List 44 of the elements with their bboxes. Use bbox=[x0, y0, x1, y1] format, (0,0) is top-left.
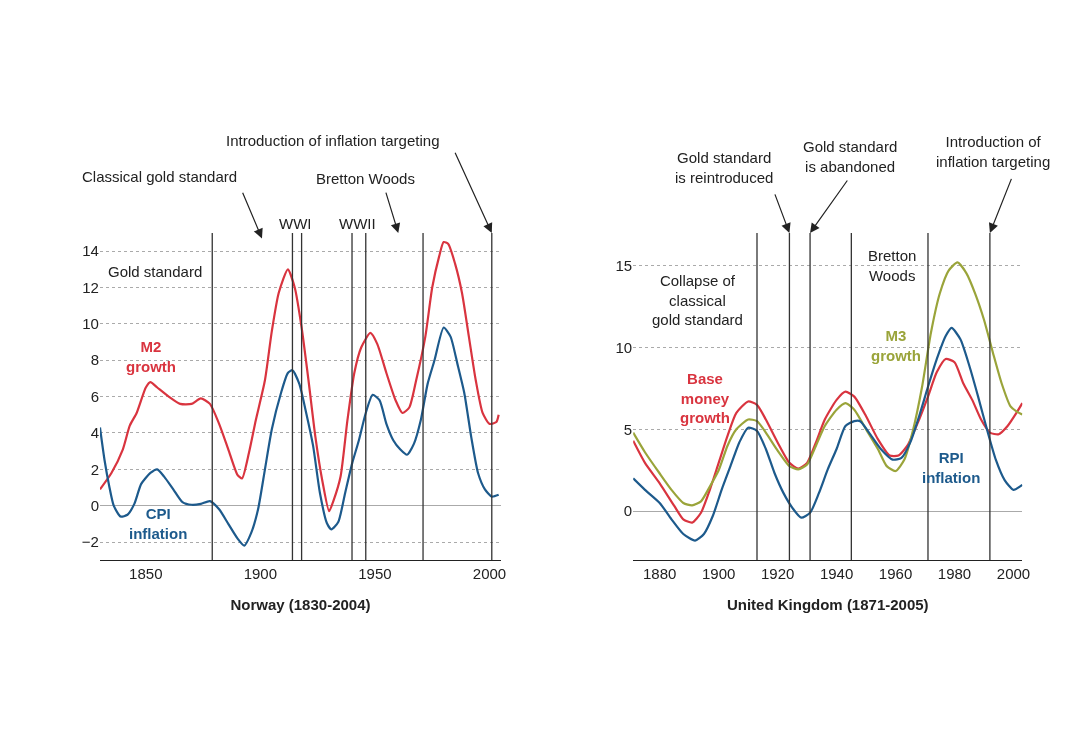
annotation: Bretton Woods bbox=[868, 247, 917, 284]
annotation: Gold standard is abandoned bbox=[803, 138, 898, 175]
x-tick-label: 1940 bbox=[819, 565, 854, 583]
x-axis-title: Norway (1830-2004) bbox=[230, 596, 371, 614]
annotation: Collapse of classical gold standard bbox=[652, 272, 743, 328]
x-tick-label: 1980 bbox=[937, 565, 972, 583]
series-label: M3 growth bbox=[871, 327, 921, 364]
x-tick-label: 2000 bbox=[996, 565, 1031, 583]
text: WWII bbox=[339, 215, 376, 232]
text: Classical gold standard bbox=[82, 168, 238, 185]
y-tick-label: 10 bbox=[82, 315, 99, 333]
line-series bbox=[633, 261, 1023, 507]
text: Bretton Woods bbox=[316, 170, 415, 187]
x-axis-title: United Kingdom (1871-2005) bbox=[726, 596, 929, 614]
series-label: M2 growth bbox=[126, 338, 176, 375]
y-tick-label: 4 bbox=[90, 424, 99, 442]
annotation: Introduction of inflation targeting bbox=[226, 132, 440, 149]
y-tick-label: 0 bbox=[90, 496, 99, 514]
series-label: CPI inflation bbox=[129, 505, 188, 542]
line-series bbox=[633, 326, 1023, 542]
y-tick-label: 10 bbox=[615, 338, 633, 356]
x-tick-label: 1880 bbox=[643, 565, 677, 583]
x-tick-label: 1950 bbox=[358, 565, 392, 583]
annotation: Gold standard is reintroduced bbox=[675, 149, 774, 186]
line-series bbox=[99, 326, 500, 547]
y-tick-label: 6 bbox=[90, 387, 99, 405]
text: WWI bbox=[279, 215, 312, 232]
y-tick-label: 12 bbox=[82, 278, 99, 296]
y-tick-label: 14 bbox=[82, 242, 99, 260]
annotation: Introduction of inflation targeting bbox=[936, 133, 1051, 170]
y-tick-label: 0 bbox=[623, 502, 633, 520]
annotation: Gold standard bbox=[108, 263, 203, 280]
y-tick-label: 8 bbox=[90, 351, 99, 369]
series-label: Base money growth bbox=[680, 370, 730, 426]
y-tick-label: 2 bbox=[90, 460, 99, 478]
y-tick-label: 15 bbox=[615, 256, 633, 274]
x-tick-label: 2000 bbox=[472, 565, 507, 583]
y-tick-label: −2 bbox=[81, 533, 99, 551]
x-tick-label: 1850 bbox=[129, 565, 163, 583]
x-tick-label: 1900 bbox=[243, 565, 278, 583]
x-tick-label: 1900 bbox=[701, 565, 736, 583]
y-tick-label: 5 bbox=[623, 420, 633, 438]
x-tick-label: 1960 bbox=[878, 565, 913, 583]
x-tick-label: 1920 bbox=[760, 565, 795, 583]
